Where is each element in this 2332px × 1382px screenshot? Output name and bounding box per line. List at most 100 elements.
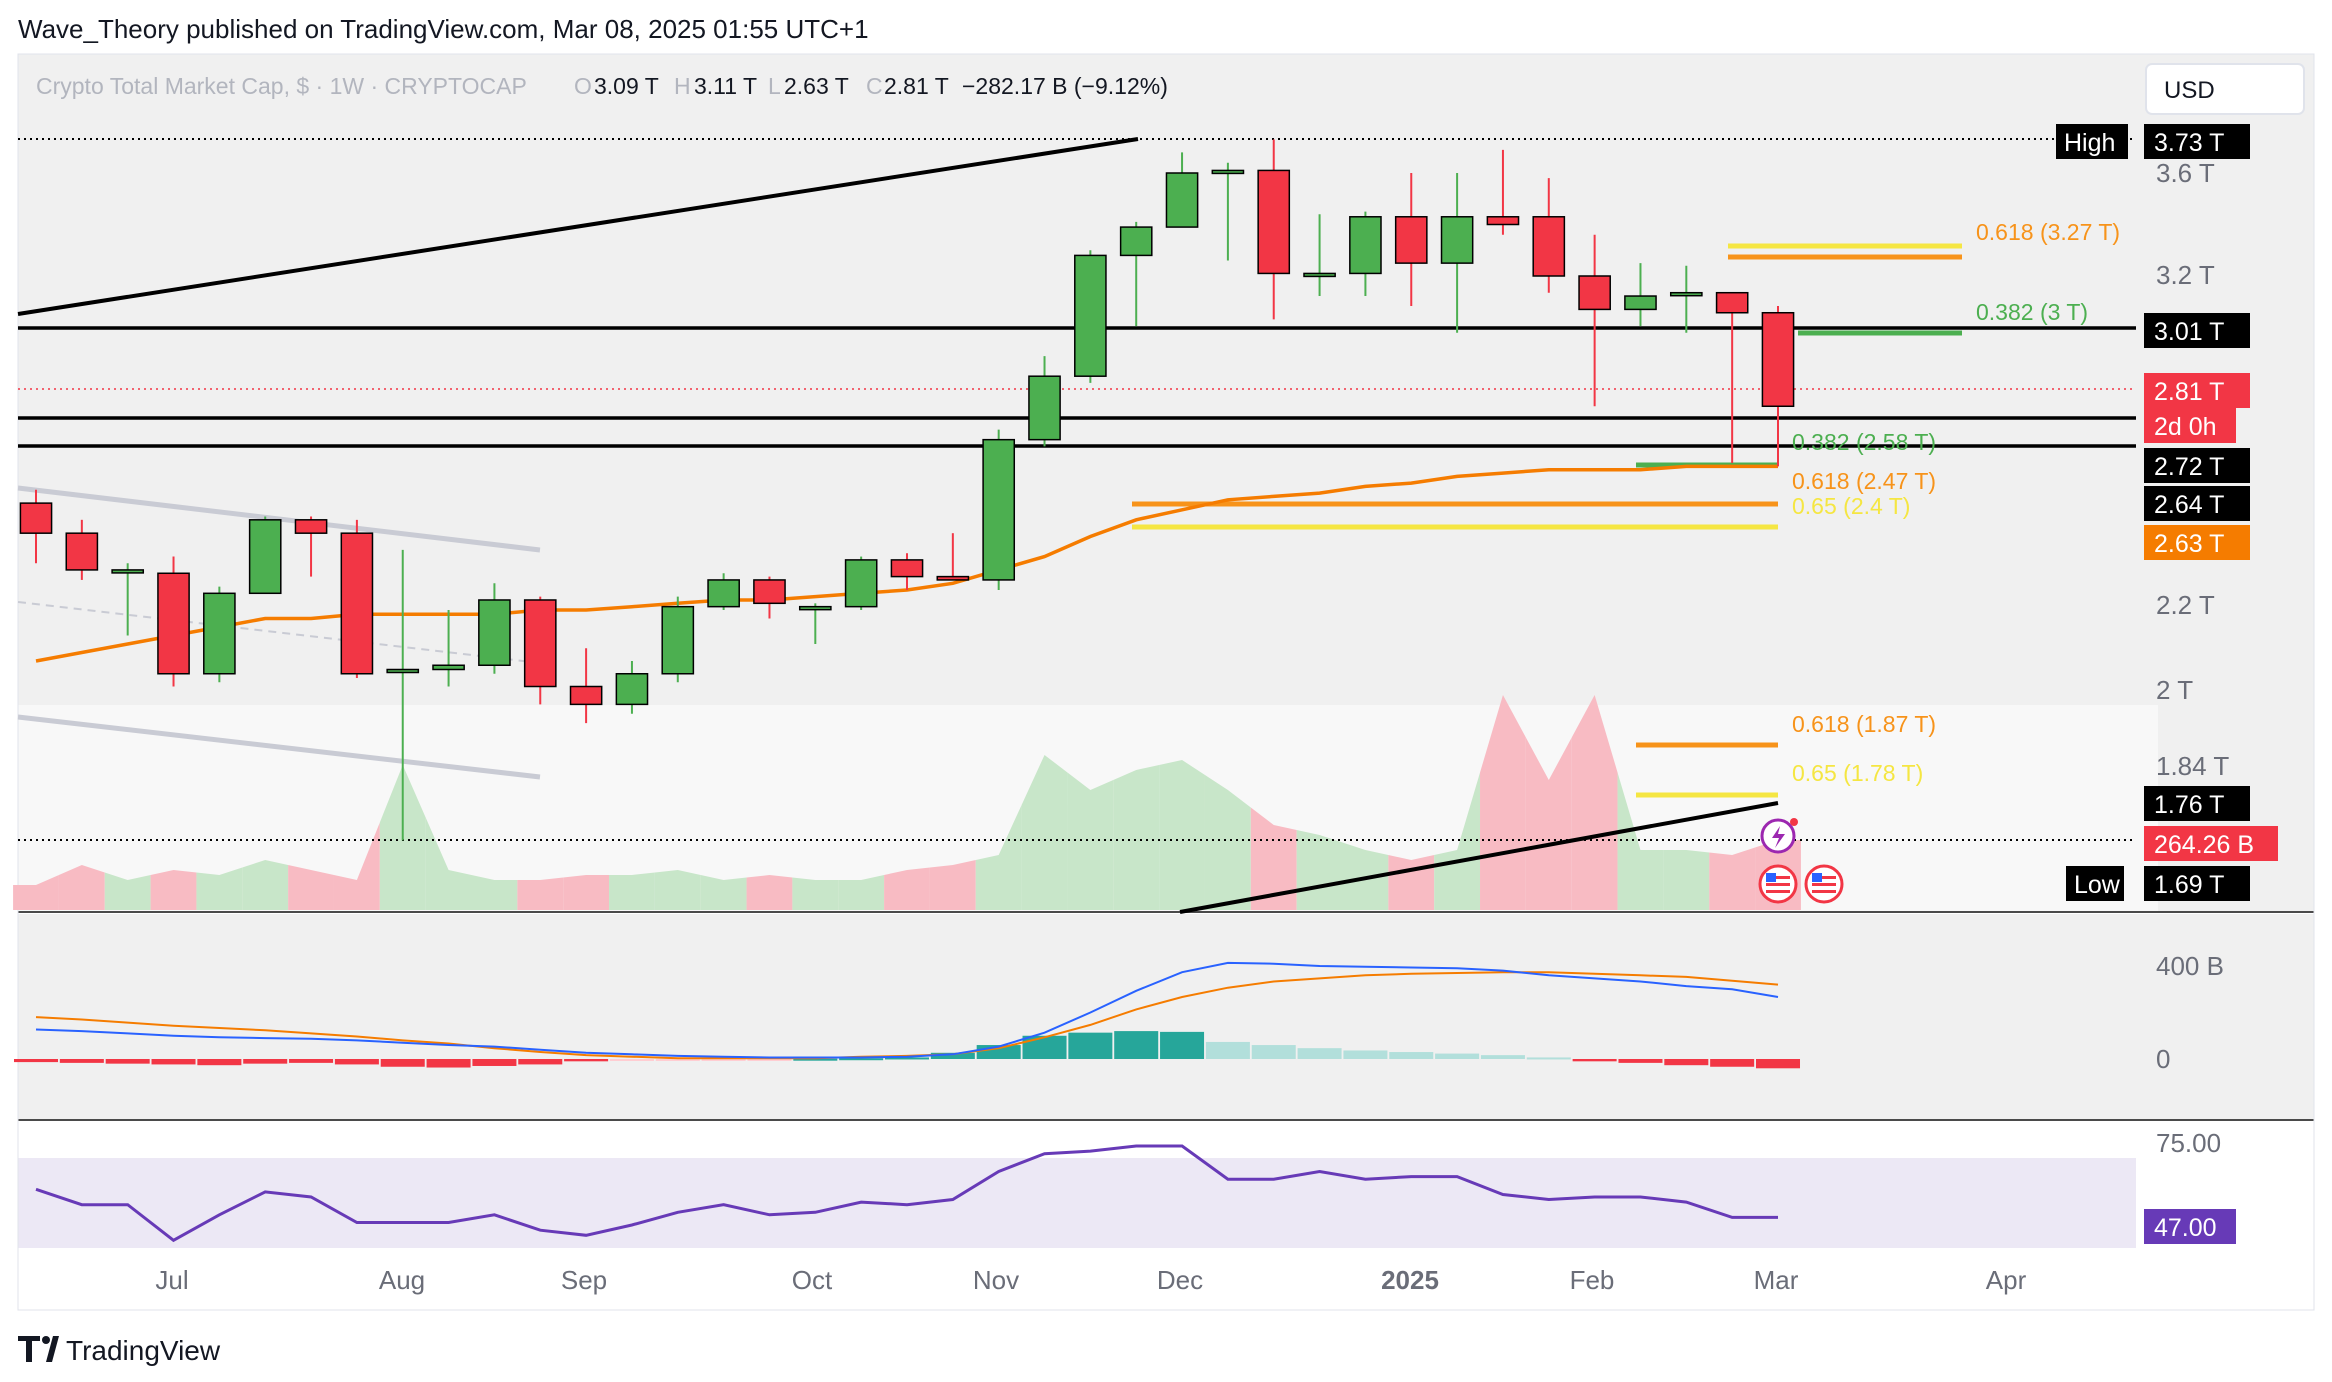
volume-area — [1388, 855, 1435, 910]
volume-area — [884, 867, 930, 910]
volume-area — [1663, 850, 1710, 910]
time-axis-label: Dec — [1157, 1265, 1203, 1295]
price-tag-prefix-bg — [2066, 866, 2124, 901]
volume-area — [58, 865, 105, 910]
currency-button[interactable]: USD — [2145, 63, 2305, 115]
macd-histogram-bar — [1435, 1053, 1480, 1059]
brand-name: TradingView — [66, 1335, 221, 1366]
candle-body — [294, 519, 328, 534]
time-axis-bg — [18, 1248, 2314, 1310]
price-tag-prefix: High — [2064, 129, 2115, 157]
candle-body — [753, 579, 786, 605]
fib-level-label: 0.382 (2.58 T) — [1792, 429, 1936, 455]
candle-body — [707, 579, 740, 608]
time-axis-label: Aug — [379, 1265, 425, 1295]
rsi-line — [35, 1144, 1778, 1243]
macd-histogram-bar — [59, 1059, 104, 1063]
candle-body — [615, 673, 649, 706]
flag-canton-icon — [1766, 873, 1776, 882]
flag-stripe-icon — [1812, 890, 1836, 893]
legend-header: Crypto Total Market Cap, $ · 1W · CRYPTO… — [36, 73, 1168, 99]
axis-layer: 3.6 T 3.2 T 2.2 T 2 T 1.84 T 400 B 0 75.00 Jul Au… — [155, 158, 2229, 1295]
macd-histogram-bar — [197, 1059, 242, 1066]
currency-button-box[interactable] — [2145, 63, 2305, 115]
volume-area — [838, 875, 885, 910]
flag-stripe-icon — [1812, 883, 1836, 886]
volume-area — [654, 870, 701, 910]
macd-histogram-bar — [518, 1059, 563, 1065]
volume-area — [1250, 807, 1297, 910]
candle-body — [386, 668, 420, 674]
publisher-line: Wave_Theory published on TradingView.com… — [18, 14, 869, 44]
candle-body — [1624, 295, 1657, 311]
macd-histogram-bar — [13, 1059, 59, 1063]
candle-body — [1165, 172, 1199, 228]
tv-logo-icon — [18, 1336, 40, 1362]
candle-body — [523, 599, 557, 688]
candle-body — [203, 592, 236, 675]
candle-body — [1486, 216, 1520, 226]
macd-layer — [13, 961, 1801, 1069]
volume-area — [1204, 775, 1251, 910]
macd-histogram-bar — [1205, 1041, 1250, 1059]
tv-logo-slash-icon — [46, 1336, 59, 1362]
macd-histogram-bar — [1572, 1059, 1617, 1062]
candle-body — [1349, 216, 1382, 275]
flag-stripe-icon — [1812, 876, 1836, 879]
price-tag-bg — [2144, 486, 2250, 521]
price-tick-label: 3.6 T — [2156, 158, 2215, 188]
channel-lower — [17, 714, 541, 780]
volume-area — [13, 875, 59, 910]
macd-histogram-bar — [1618, 1059, 1663, 1063]
macd-histogram-bar — [472, 1059, 517, 1066]
macd-tick-label: 400 B — [2156, 951, 2224, 981]
macd-line — [35, 961, 1779, 1059]
price-tag-value: 2.64 T — [2154, 491, 2224, 519]
low-label: L — [768, 73, 781, 99]
price-tag-bg — [2144, 448, 2250, 483]
ema-line — [35, 464, 1778, 663]
flag-canton-icon — [1812, 873, 1822, 882]
close-label: C — [866, 73, 883, 99]
candle-body — [111, 569, 145, 574]
rsi-band — [18, 1158, 2136, 1248]
brand-logo[interactable]: TradingView — [18, 1335, 221, 1366]
volume-area — [196, 867, 243, 910]
price-tags-layer: High 3.73 T 3.01 T 2.81 T 2d 0h 2.72 T 2.64 T 2… — [2056, 124, 2278, 1244]
volume-area — [1617, 772, 1664, 910]
macd-histogram-bar — [839, 1058, 884, 1061]
fib-level-label: 0.65 (2.4 T) — [1792, 493, 1910, 519]
macd-histogram-bar — [1251, 1045, 1296, 1059]
price-tick-label: 2.2 T — [2156, 590, 2215, 620]
price-tag-value: 1.69 T — [2154, 871, 2224, 899]
macd-histogram-bar — [1160, 1031, 1205, 1059]
macd-histogram-bar — [1480, 1055, 1525, 1059]
volume-area — [1296, 830, 1343, 910]
ema-layer — [35, 464, 1778, 663]
macd-histogram-bar — [1664, 1059, 1709, 1066]
candles-layer — [19, 139, 1795, 841]
candle-body — [1257, 169, 1291, 275]
volume-area — [746, 875, 793, 910]
macd-histogram-bar — [151, 1059, 196, 1065]
macd-histogram-bar — [1710, 1059, 1755, 1067]
candle-body — [432, 664, 465, 671]
volume-area — [242, 860, 289, 910]
fib-level-label: 0.618 (1.87 T) — [1792, 711, 1936, 737]
candle-body — [1211, 169, 1245, 175]
price-tag-bg — [2144, 866, 2250, 901]
high-label: H — [674, 73, 691, 99]
events-icons[interactable] — [1758, 818, 1844, 904]
macd-histogram-bar — [289, 1059, 334, 1063]
candle-body — [1532, 216, 1566, 277]
macd-histogram-bar — [1755, 1059, 1801, 1069]
rsi-layer — [35, 1144, 1778, 1243]
fib-labels-layer: 0.618 (3.27 T) 0.382 (3 T) 0.382 (2.58 T) 0… — [1792, 219, 2120, 786]
volume-area — [288, 865, 334, 910]
candle-body — [890, 559, 924, 578]
fib-level-label: 0.618 (2.47 T) — [1792, 468, 1936, 494]
flag-stripe-icon — [1766, 876, 1790, 879]
candle-body — [844, 559, 878, 608]
price-tag-value: 2.81 T — [2154, 378, 2224, 406]
